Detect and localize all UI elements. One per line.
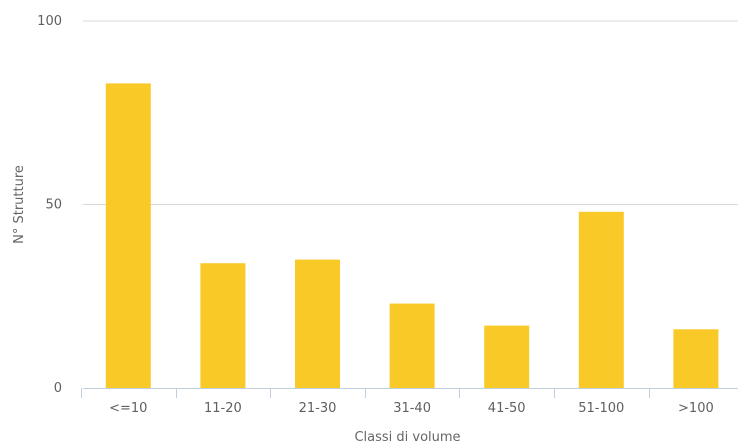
x-axis — [81, 388, 738, 398]
x-tick-label: 11-20 — [204, 401, 242, 416]
x-tick-label: >100 — [678, 401, 714, 416]
x-axis-ticks: <=10 11-20 21-30 31-40 41-50 51-100 >100 — [109, 401, 714, 416]
x-tick-label: 41-50 — [488, 401, 526, 416]
x-tick-label: 51-100 — [578, 401, 624, 416]
x-tick-label: <=10 — [109, 401, 147, 416]
y-axis-title: N° Strutture — [12, 165, 27, 244]
bar[interactable] — [200, 263, 246, 388]
y-axis-ticks: 0 50 100 — [37, 14, 62, 396]
bar[interactable] — [389, 303, 435, 388]
y-tick-label: 100 — [37, 14, 62, 29]
bar[interactable] — [105, 83, 151, 389]
x-tick-label: 31-40 — [393, 401, 431, 416]
x-tick-label: 21-30 — [299, 401, 337, 416]
x-axis-title: Classi di volume — [354, 430, 460, 443]
y-tick-label: 0 — [54, 381, 62, 396]
bar[interactable] — [484, 325, 530, 388]
gridlines — [83, 20, 738, 205]
bars — [105, 83, 719, 389]
bar[interactable] — [578, 211, 624, 388]
y-tick-label: 50 — [45, 198, 62, 213]
bar[interactable] — [673, 329, 719, 388]
bar[interactable] — [295, 259, 340, 388]
